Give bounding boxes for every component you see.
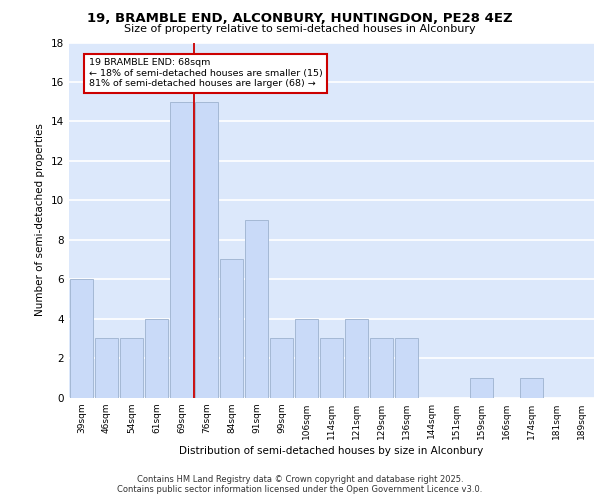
Bar	[470, 378, 493, 398]
Text: Size of property relative to semi-detached houses in Alconbury: Size of property relative to semi-detach…	[124, 24, 476, 34]
Bar	[170, 102, 193, 398]
Bar	[395, 338, 418, 398]
Bar	[220, 260, 244, 398]
Bar	[245, 220, 268, 398]
Bar	[269, 338, 293, 398]
Text: 19 BRAMBLE END: 68sqm
← 18% of semi-detached houses are smaller (15)
81% of semi: 19 BRAMBLE END: 68sqm ← 18% of semi-deta…	[89, 58, 323, 88]
Text: 19, BRAMBLE END, ALCONBURY, HUNTINGDON, PE28 4EZ: 19, BRAMBLE END, ALCONBURY, HUNTINGDON, …	[87, 12, 513, 26]
Bar	[520, 378, 544, 398]
Bar	[320, 338, 343, 398]
Bar	[70, 279, 94, 398]
Bar	[295, 318, 319, 398]
Text: Contains HM Land Registry data © Crown copyright and database right 2025.
Contai: Contains HM Land Registry data © Crown c…	[118, 474, 482, 494]
Bar	[194, 102, 218, 398]
Bar	[344, 318, 368, 398]
Bar	[370, 338, 394, 398]
Bar	[95, 338, 118, 398]
Y-axis label: Number of semi-detached properties: Number of semi-detached properties	[35, 124, 46, 316]
Bar	[145, 318, 169, 398]
Bar	[119, 338, 143, 398]
X-axis label: Distribution of semi-detached houses by size in Alconbury: Distribution of semi-detached houses by …	[179, 446, 484, 456]
